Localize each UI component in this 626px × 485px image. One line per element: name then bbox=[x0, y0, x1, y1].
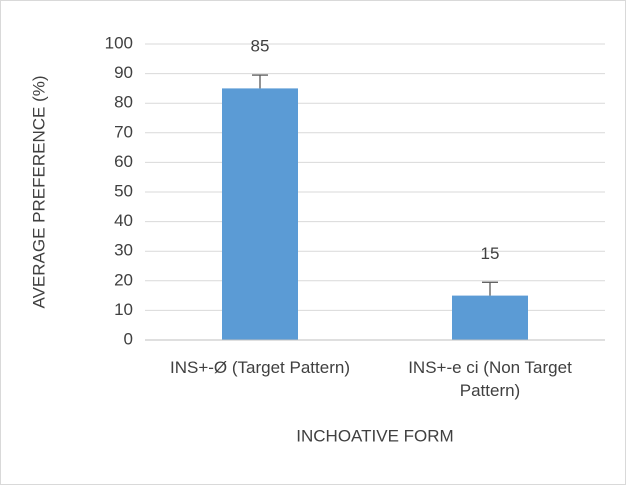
x-axis-title: INCHOATIVE FORM bbox=[296, 426, 453, 445]
y-tick-label: 20 bbox=[114, 270, 133, 289]
y-tick-label: 60 bbox=[114, 152, 133, 171]
bar bbox=[222, 88, 298, 341]
y-tick-label: 50 bbox=[114, 181, 133, 200]
y-tick-label: 30 bbox=[114, 241, 133, 260]
y-tick-label: 100 bbox=[105, 33, 133, 52]
y-axis-title: AVERAGE PREFERENCE (%) bbox=[29, 75, 48, 308]
data-label: 85 bbox=[251, 37, 270, 56]
y-tick-label: 80 bbox=[114, 93, 133, 112]
data-label: 15 bbox=[481, 244, 500, 263]
x-tick-label: INS+-Ø (Target Pattern) bbox=[170, 358, 350, 377]
bar bbox=[452, 295, 528, 340]
y-tick-label: 70 bbox=[114, 122, 133, 141]
y-tick-label: 90 bbox=[114, 63, 133, 82]
y-tick-label: 0 bbox=[124, 329, 133, 348]
x-tick-label: INS+-e ci (Non Target Pattern) bbox=[408, 358, 572, 400]
y-tick-label: 40 bbox=[114, 211, 133, 230]
y-tick-label: 10 bbox=[114, 300, 133, 319]
